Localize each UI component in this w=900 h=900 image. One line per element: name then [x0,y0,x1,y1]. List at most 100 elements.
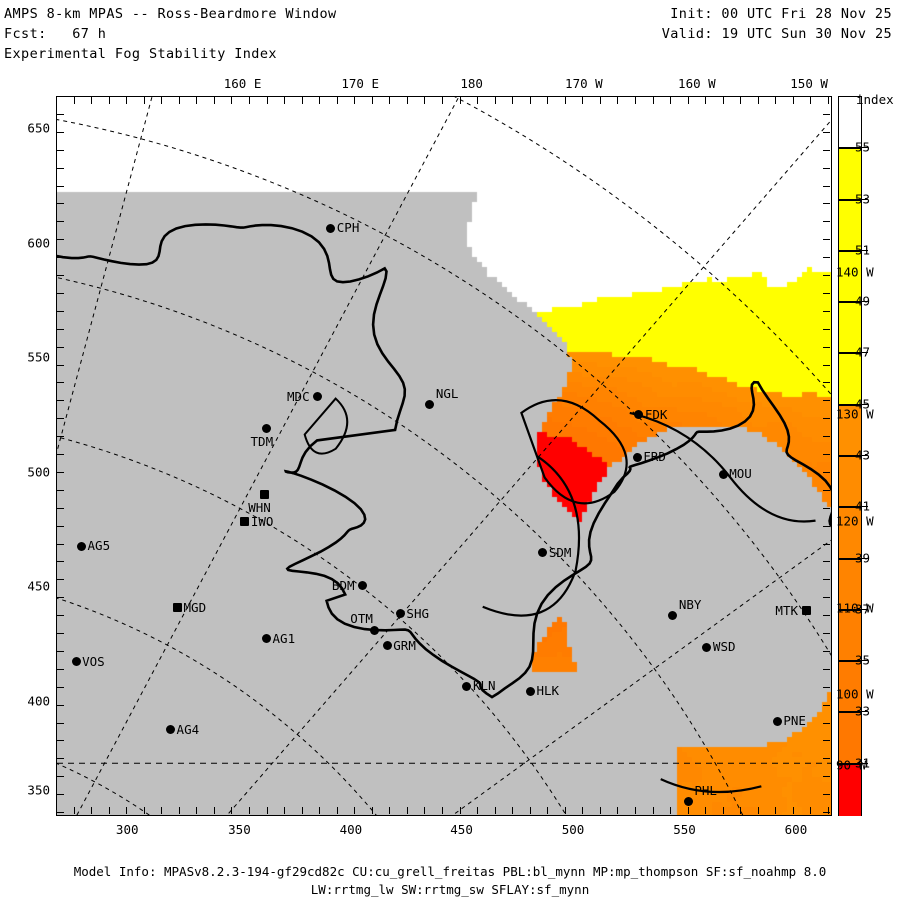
station-label: WSD [712,639,736,655]
colorbar-title: index [856,92,894,107]
colorbar-tick-35 [838,660,868,662]
left-axis-label-6: 350 [27,782,50,798]
station-marker-icon [173,603,183,613]
colorbar-tick-label-33: 33 [855,703,871,719]
colorbar-band-39 [839,558,861,611]
right-axis-ticks [823,96,830,814]
colorbar-band-divider [839,404,861,406]
coastline-inlet [482,455,581,617]
station-marker-icon [425,400,435,410]
colorbar-tick-label-39: 39 [855,550,871,566]
station-label: HLK [536,683,560,699]
left-axis-label-2: 550 [27,349,50,365]
lon-label-1: 130 W [836,406,874,422]
station-label: KLN [472,678,496,694]
station-marker-icon [538,548,548,558]
colorbar-band-57 [839,97,861,149]
station-label: IWO [250,513,274,529]
bottom-axis-label-6: 600 [784,822,808,837]
valid-time: Valid: 19 UTC Sun 30 Nov 25 [661,26,892,42]
station-marker-icon [632,452,642,462]
colorbar-tick-31 [838,762,868,764]
lon-label-2: 120 W [836,513,874,529]
colorbar-band-divider [839,302,861,304]
station-marker-icon [240,517,250,527]
colorbar-tick-43 [838,455,868,456]
colorbar-band-33 [839,712,861,765]
station-marker-icon [370,625,380,635]
colorbar-tick-label-49: 49 [855,293,871,309]
station-label: MTK [775,602,798,618]
parallel-2 [57,763,150,815]
colorbar-band-55 [839,148,861,201]
colorbar-tick-label-43: 43 [855,447,871,463]
parallel-6 [57,119,831,656]
station-label: CPH [336,220,360,236]
station-label: MDC [287,388,310,404]
station-label: PNE [783,713,806,729]
colorbar-tick-51 [838,249,868,251]
station-marker-icon [634,410,644,420]
top-axis-label-5: 150 W [790,76,828,91]
lon-label-5: 90 W [836,757,867,773]
coastline-island-1 [520,399,628,505]
station-marker-icon [71,657,81,667]
station-marker-icon [259,489,269,499]
page-title: AMPS 8-km MPAS -- Ross-Beardmore Window [4,6,337,22]
colorbar-band-49 [839,302,861,355]
colorbar-tick-45 [838,403,868,405]
station-label: AG5 [87,538,111,554]
colorbar-tick-label-31: 31 [855,755,871,771]
top-axis-label-3: 170 W [565,76,603,91]
bottom-axis-ticks [56,807,830,814]
station-marker-icon [262,634,272,644]
colorbar-band-divider [839,661,861,663]
station-label: BDM [331,577,355,593]
colorbar-tick-47 [838,352,868,354]
colorbar-band-divider [839,250,861,252]
station-marker-icon [801,606,811,616]
colorbar-band-divider [839,558,861,560]
map-overlay [57,97,831,815]
colorbar-tick-49 [838,301,868,303]
bottom-axis-label-1: 350 [228,822,251,837]
meridian-1 [57,97,153,454]
field-name: Experimental Fog Stability Index [4,46,277,62]
colorbar-band-divider [839,353,861,355]
colorbar-band-51 [839,250,861,303]
coastline-main [57,223,831,699]
station-marker-icon [395,609,405,619]
colorbar-tick-53 [838,198,868,200]
colorbar-band-37 [839,609,861,662]
coastline-ne [629,411,816,523]
colorbar-tick-label-53: 53 [855,191,871,207]
colorbar-tick-41 [838,506,868,508]
top-axis-ticks [56,97,830,104]
station-marker-icon [702,642,712,652]
station-marker-icon [772,716,782,726]
station-marker-icon [262,423,272,433]
left-axis-label-5: 400 [27,693,50,709]
colorbar-band-41 [839,507,861,560]
left-axis-label-3: 500 [27,464,50,480]
colorbar-tick-label-55: 55 [855,139,871,155]
model-info-line-2: LW:rrtmg_lw SW:rrtmg_sw SFLAY:sf_mynn [310,882,590,897]
colorbar-tick-label-37: 37 [855,601,871,617]
meridian-4 [452,539,831,815]
station-marker-icon [525,686,535,696]
colorbar-band-47 [839,353,861,406]
station-label: VOS [82,653,105,669]
colorbar-band-divider [839,456,861,457]
left-axis-label-0: 650 [27,120,50,136]
colorbar [838,96,862,816]
lon-label-0: 140 W [836,264,874,280]
station-label: TDM [250,434,274,450]
bottom-axis-label-3: 450 [450,822,473,837]
bottom-axis-label-0: 300 [115,822,139,837]
colorbar-tick-37 [838,608,868,610]
station-marker-icon [668,611,678,621]
top-axis-label-4: 160 W [678,76,716,91]
station-label: AG1 [272,630,296,646]
coastline-south [660,778,762,794]
parallel-5 [57,277,744,815]
